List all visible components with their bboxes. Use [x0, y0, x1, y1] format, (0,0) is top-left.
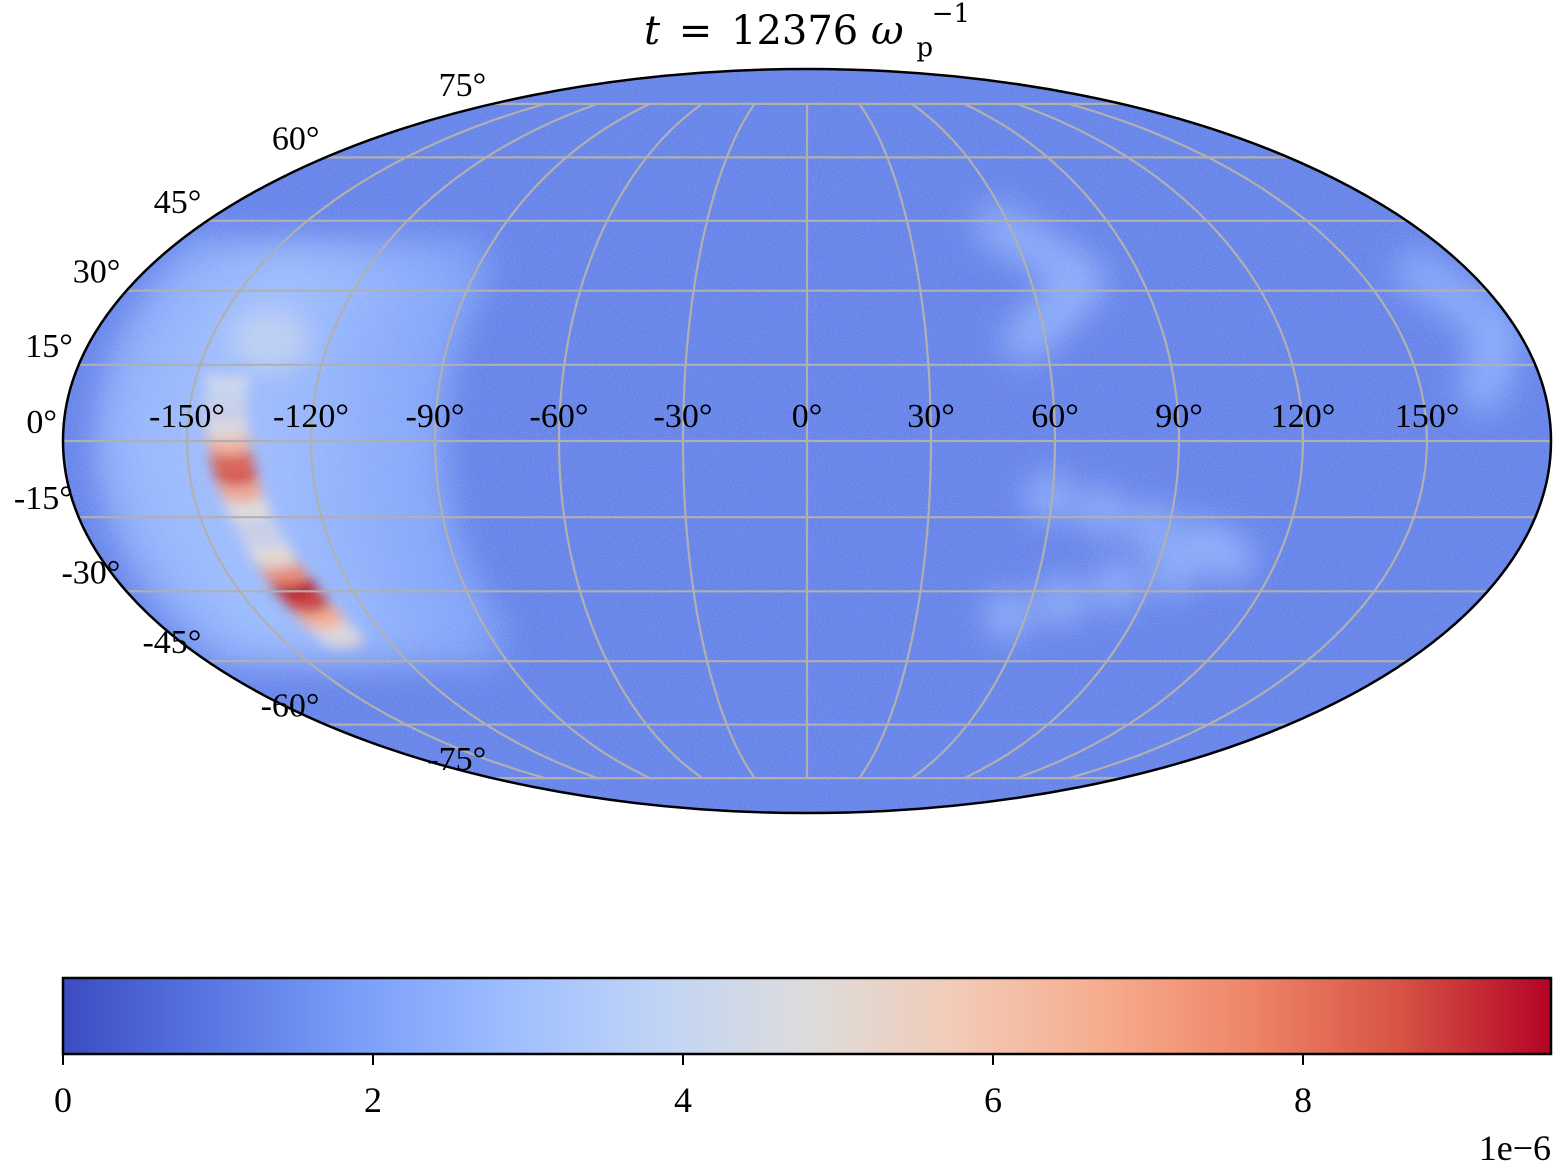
- latitude-label: -75°: [427, 741, 486, 778]
- latitude-label: 45°: [154, 184, 202, 221]
- longitude-line: [309, 102, 598, 780]
- latitude-label: -30°: [61, 554, 120, 591]
- colorbar-scale-label: 1e−6: [1479, 1128, 1551, 1163]
- map-frame: [61, 67, 1553, 815]
- colorbar-tick-label: 2: [364, 1080, 382, 1120]
- longitude-label: 120°: [1271, 398, 1336, 435]
- longitude-line: [185, 102, 545, 780]
- longitude-label: 30°: [907, 398, 955, 435]
- colorbar-tick-label: 0: [54, 1080, 72, 1120]
- longitude-line: [1069, 102, 1429, 780]
- longitude-label: -30°: [654, 398, 713, 435]
- latitude-label: -45°: [142, 624, 201, 661]
- longitude-line: [557, 103, 703, 779]
- latitude-labels: 75° 60° 45° 30°15° 0° -15° -30° -45° -60° -75°: [14, 67, 486, 778]
- latitude-label: -60°: [261, 688, 320, 725]
- latitude-label: 30°: [73, 254, 121, 291]
- colorbar-tick-label: 4: [674, 1080, 692, 1120]
- longitude-line: [1016, 102, 1305, 780]
- longitude-line: [858, 103, 933, 779]
- latitude-label: 15°: [25, 328, 73, 365]
- longitude-label: 150°: [1395, 398, 1460, 435]
- longitude-label: 60°: [1031, 398, 1079, 435]
- colorbar: 0 2 4 6 8 1e−6: [54, 976, 1553, 1163]
- colorbar-tick-label: 8: [1294, 1080, 1312, 1120]
- latitude-label: -15°: [14, 480, 73, 517]
- longitude-line: [911, 103, 1057, 779]
- chart-title: t = 12376 ω p −1: [644, 0, 970, 66]
- colorbar-fill: [61, 976, 1553, 1056]
- latitude-label: 60°: [272, 120, 320, 157]
- longitude-line: [433, 102, 651, 780]
- longitude-label: 0°: [792, 398, 823, 435]
- latitude-label: 0°: [26, 404, 57, 441]
- mollweide-map: -150° -120° -90° -60° -30° 0° 30° 60° 90° 120° 150…: [14, 67, 1553, 815]
- latitude-label: 75°: [439, 67, 487, 104]
- colorbar-tick-label: 6: [984, 1080, 1002, 1120]
- colorbar-ticks: 0 2 4 6 8: [54, 1054, 1312, 1120]
- longitude-label: -120°: [273, 398, 349, 435]
- longitude-label: -60°: [530, 398, 589, 435]
- longitude-line: [963, 102, 1181, 780]
- longitude-labels: -150° -120° -90° -60° -30° 0° 30° 60° 90° 120° 150…: [149, 398, 1459, 435]
- graticule: [63, 102, 1551, 780]
- longitude-label: 90°: [1155, 398, 1203, 435]
- longitude-label: -90°: [406, 398, 465, 435]
- longitude-label: -150°: [149, 398, 225, 435]
- longitude-line: [681, 103, 756, 779]
